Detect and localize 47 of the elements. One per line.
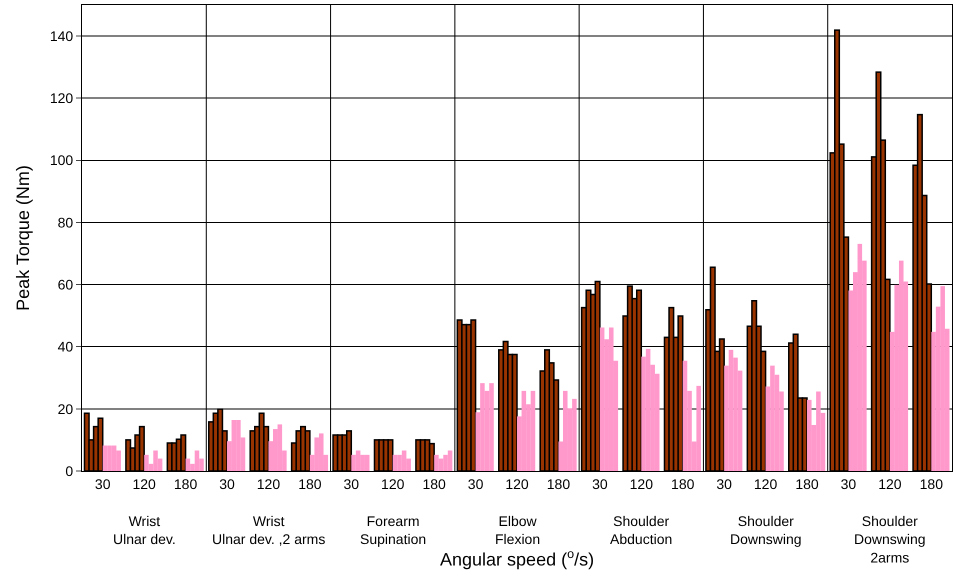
text: Elbow Flexion xyxy=(495,513,540,548)
x-tick-label: 180 xyxy=(422,476,446,492)
bar xyxy=(186,458,190,471)
text: Wrist Ulnar dev. xyxy=(113,513,176,548)
x-tick-label: 180 xyxy=(546,476,570,492)
x-tick-label: 120 xyxy=(878,476,902,492)
x-tick-label: 120 xyxy=(381,476,405,492)
bar xyxy=(562,390,568,471)
bar xyxy=(318,433,324,471)
text: Forearm Supination xyxy=(360,513,426,548)
x-tick-label: 120 xyxy=(630,476,654,492)
x-tick-label: 30 xyxy=(840,476,856,492)
bar xyxy=(448,450,452,471)
bar xyxy=(364,454,370,471)
x-axis-title: Angular speed ($^{o}$/s) xyxy=(440,547,594,570)
y-tick-label: 80 xyxy=(58,214,74,230)
x-tick-label: 180 xyxy=(795,476,819,492)
y-tick-label: 40 xyxy=(58,338,74,355)
text: Shoulder Downswing 2arms xyxy=(854,513,926,566)
y-axis-title: Peak Torque (Nm) xyxy=(13,165,34,311)
text: Shoulder Downswing xyxy=(730,513,802,548)
text: Wrist Ulnar dev. ,2 arms xyxy=(212,513,326,548)
x-tick-label: 30 xyxy=(219,476,235,492)
x-tick-label: 30 xyxy=(592,476,608,492)
bar xyxy=(608,327,614,471)
x-tick-label: 120 xyxy=(505,476,529,492)
x-tick-label: 180 xyxy=(671,476,695,492)
x-tick-label: 120 xyxy=(132,476,156,492)
bar xyxy=(696,386,701,471)
x-tick-label: 120 xyxy=(754,476,778,492)
x-tick-label: 180 xyxy=(920,476,944,492)
x-tick-label: 30 xyxy=(468,476,484,492)
text: Shoulder Abduction xyxy=(610,513,672,548)
x-tick-label: 30 xyxy=(94,476,111,492)
x-tick-label: 180 xyxy=(298,476,322,492)
y-tick-label: 20 xyxy=(58,400,74,417)
y-tick-label: 100 xyxy=(50,152,74,168)
y-tick-label: 140 xyxy=(50,28,74,44)
x-tick-label: 30 xyxy=(716,476,732,492)
bar xyxy=(807,400,812,471)
x-tick-label: 120 xyxy=(256,476,280,492)
bar xyxy=(898,260,904,471)
y-tick-label: 120 xyxy=(50,90,74,106)
x-tick-label: 30 xyxy=(344,476,360,492)
y-tick-label: 0 xyxy=(65,462,74,479)
x-tick-label: 180 xyxy=(174,476,198,492)
y-tick-label: 60 xyxy=(58,276,74,292)
